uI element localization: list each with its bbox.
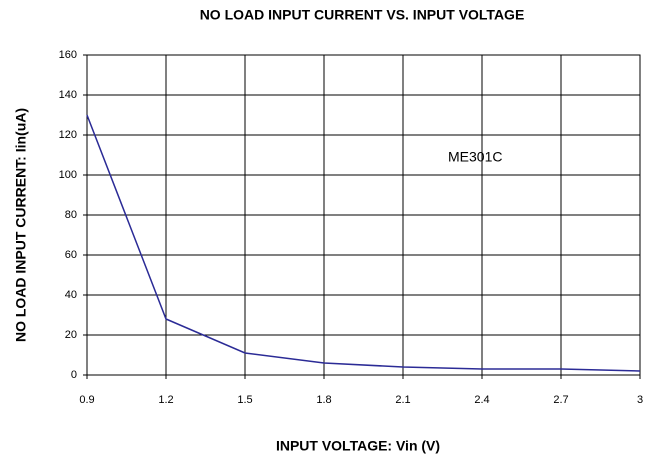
y-tick-label: 100	[59, 169, 77, 181]
chart-title: NO LOAD INPUT CURRENT VS. INPUT VOLTAGE	[200, 7, 525, 23]
y-tick-label: 0	[71, 369, 77, 381]
x-tick-label: 1.5	[237, 394, 252, 406]
y-tick-label: 160	[59, 49, 77, 61]
x-tick-label: 3	[637, 394, 643, 406]
x-tick-label: 0.9	[79, 394, 94, 406]
data-line	[86, 114, 641, 372]
y-tick-label: 20	[65, 329, 77, 341]
y-axis-label: NO LOAD INPUT CURRENT: Iin(uA)	[13, 108, 29, 342]
x-tick-label: 1.2	[158, 394, 173, 406]
y-tick-label: 80	[65, 209, 77, 221]
y-tick-label: 140	[59, 89, 77, 101]
x-tick-label: 2.4	[474, 394, 489, 406]
y-tick-label: 40	[65, 289, 77, 301]
series-label: ME301C	[448, 149, 502, 165]
y-tick-label: 60	[65, 249, 77, 261]
x-tick-label: 2.1	[395, 394, 410, 406]
x-tick-label: 2.7	[553, 394, 568, 406]
x-axis-label: INPUT VOLTAGE: Vin (V)	[276, 438, 440, 454]
y-tick-label: 120	[59, 129, 77, 141]
x-tick-label: 1.8	[316, 394, 331, 406]
